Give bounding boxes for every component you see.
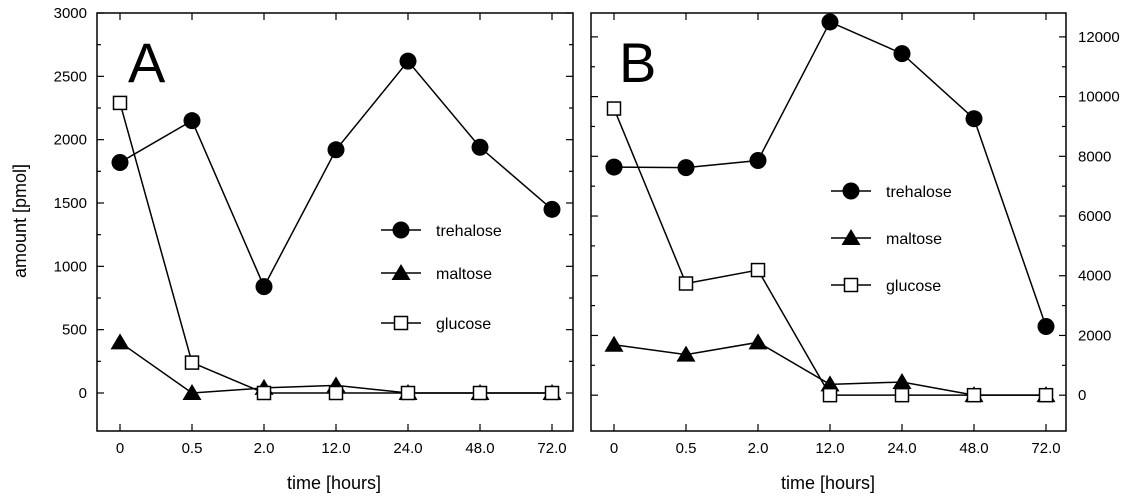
legend-label: maltose [886,231,942,248]
glucose-point [966,387,982,403]
trehalose-point [327,141,345,159]
panel-label: B [619,31,656,94]
x-axis-title-a: time [hours] [287,473,381,493]
maltose-point [182,384,202,400]
maltose-point [892,373,912,390]
trehalose-line [119,59,553,289]
glucose-point [184,355,200,370]
legend-label: glucose [886,278,941,295]
x-tick-label: 2.0 [254,440,275,457]
y-tick-label: 4000 [1078,268,1111,285]
glucose-point [1038,387,1054,403]
x-tick-label: 24.0 [887,440,916,457]
glucose-point [472,385,488,401]
glucose-point [112,95,128,111]
glucose-point [256,385,272,401]
trehalose-point [543,200,561,218]
y-tick-label: 0 [79,385,87,402]
trehalose-point [965,110,983,128]
legend-marker [843,277,859,293]
legend-label: glucose [436,316,491,333]
y-tick-label: 8000 [1078,148,1111,165]
y-tick-label: 12000 [1078,29,1120,46]
y-tick-label: 1500 [54,195,87,212]
x-tick-label: 0.5 [182,440,203,457]
plot-frame [590,12,1067,432]
legend-marker [841,229,861,245]
trehalose-point [1037,318,1055,335]
legend-label: trehalose [886,184,952,201]
trehalose-point [821,13,839,31]
legend-marker [391,264,411,280]
y-tick-label: 2000 [54,132,87,149]
maltose-point [604,335,624,352]
y-tick-label: 6000 [1078,208,1111,225]
trehalose-point [255,278,273,296]
x-tick-label: 24.0 [393,440,422,457]
y-tick-label: 1000 [54,258,87,275]
y-tick-label: 10000 [1078,89,1120,106]
x-tick-label: 0 [116,440,124,457]
trehalose-point [183,112,201,130]
glucose-point [400,385,416,401]
x-tick-label: 72.0 [1031,440,1060,457]
glucose-point [328,385,344,401]
x-tick-label: 2.0 [748,440,769,457]
trehalose-point [893,45,911,63]
maltose-point [748,333,768,350]
panel-label: A [128,31,166,94]
x-tick-label: 48.0 [959,440,988,457]
maltose-point [820,375,840,392]
trehalose-point [471,138,489,156]
x-tick-label: 72.0 [537,440,566,457]
trehalose-point [677,159,695,177]
glucose-point [606,101,622,116]
y-axis-title: amount [pmol] [10,164,30,278]
x-axis-title-b: time [hours] [781,473,875,493]
panel-a: 0 500 1000 1500 2000 2500 3000 0 0.5 2.0 12.0 24.0 4… [54,5,574,457]
legend-marker [842,182,860,200]
trehalose-point [111,153,129,171]
glucose-line [613,108,1046,396]
panel-b: 0 2000 4000 6000 8000 10000 12000 0 0.5 2.0 12.0 24… [590,12,1120,457]
plot-frame [96,12,574,432]
x-tick-label: 12.0 [815,440,844,457]
glucose-point [822,387,838,403]
legend-marker [393,315,409,331]
legend-label: trehalose [436,223,502,240]
glucose-point [894,387,910,403]
glucose-point [678,276,694,291]
glucose-point [544,385,560,401]
trehalose-point [605,158,623,176]
x-tick-label: 0.5 [676,440,697,457]
maltose-point [110,333,130,350]
legend-label: maltose [436,266,492,283]
y-tick-label: 500 [62,322,87,339]
trehalose-point [749,151,767,169]
y-tick-label: 2500 [54,68,87,85]
y-tick-label: 2000 [1078,327,1111,344]
trehalose-point [399,52,417,70]
x-tick-label: 48.0 [465,440,494,457]
glucose-point [750,262,766,278]
y-tick-label: 3000 [54,5,87,22]
legend-marker [392,221,410,239]
y-tick-label: 0 [1078,387,1086,404]
x-tick-label: 0 [610,440,618,457]
x-tick-label: 12.0 [321,440,350,457]
maltose-point [676,345,696,362]
